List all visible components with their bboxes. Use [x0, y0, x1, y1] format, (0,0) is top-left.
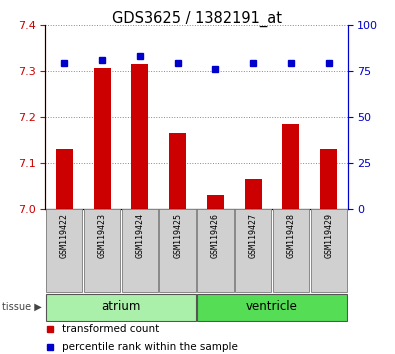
Bar	[320, 149, 337, 209]
Bar	[245, 179, 261, 209]
Text: GSM119424: GSM119424	[135, 213, 144, 258]
Text: transformed count: transformed count	[62, 324, 159, 334]
Bar	[282, 124, 299, 209]
Bar	[197, 293, 347, 321]
Bar	[94, 69, 111, 209]
Text: ventricle: ventricle	[246, 300, 298, 313]
Text: GSM119422: GSM119422	[60, 213, 69, 258]
Text: GSM119428: GSM119428	[286, 213, 295, 258]
Text: GSM119426: GSM119426	[211, 213, 220, 258]
Text: GSM119427: GSM119427	[249, 213, 258, 258]
Bar	[235, 209, 271, 292]
Bar	[197, 209, 233, 292]
Text: GSM119423: GSM119423	[98, 213, 107, 258]
Bar	[160, 209, 196, 292]
Bar	[169, 133, 186, 209]
Text: percentile rank within the sample: percentile rank within the sample	[62, 342, 238, 352]
Bar	[273, 209, 309, 292]
Bar	[84, 209, 120, 292]
Bar	[310, 209, 347, 292]
Text: GSM119429: GSM119429	[324, 213, 333, 258]
Bar	[122, 209, 158, 292]
Text: atrium: atrium	[101, 300, 141, 313]
Bar	[46, 209, 83, 292]
Text: GDS3625 / 1382191_at: GDS3625 / 1382191_at	[113, 11, 282, 27]
Bar	[46, 293, 196, 321]
Bar	[132, 64, 149, 209]
Text: tissue ▶: tissue ▶	[2, 302, 42, 312]
Bar	[56, 149, 73, 209]
Bar	[207, 195, 224, 209]
Text: GSM119425: GSM119425	[173, 213, 182, 258]
